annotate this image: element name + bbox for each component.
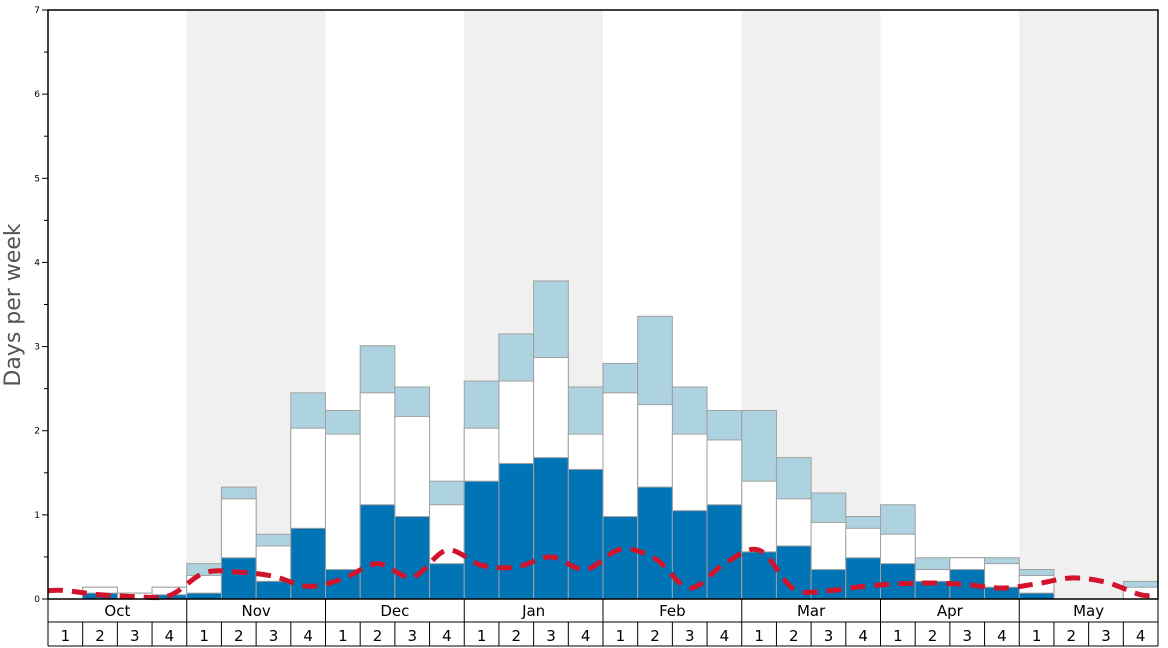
week-label: 2 [789, 627, 799, 645]
y-tick-label: 0 [34, 595, 40, 605]
week-label: 4 [997, 627, 1007, 645]
week-label: 2 [95, 627, 105, 645]
week-label: 3 [962, 627, 972, 645]
bars [82, 280, 1159, 600]
week-label: 1 [1032, 627, 1042, 645]
bar-dark [429, 563, 465, 600]
week-label: 3 [546, 627, 556, 645]
month-label-mar: Mar [797, 602, 826, 620]
week-label: 4 [442, 627, 452, 645]
month-label-apr: Apr [937, 602, 964, 620]
bar-dark [220, 557, 257, 600]
week-label: 3 [824, 627, 834, 645]
week-label: 3 [685, 627, 695, 645]
bar-dark [290, 527, 326, 600]
week-label: 4 [165, 627, 175, 645]
week-label: 1 [61, 627, 71, 645]
bar-dark [1018, 592, 1055, 600]
bar-dark [637, 486, 673, 600]
week-label: 1 [754, 627, 764, 645]
y-tick-label: 2 [34, 427, 40, 437]
bar-dark [706, 504, 743, 600]
week-label: 3 [130, 627, 140, 645]
trend-line [47, 546, 1159, 601]
week-label: 3 [269, 627, 279, 645]
y-tick-label: 7 [34, 6, 40, 16]
week-label: 2 [650, 627, 660, 645]
y-tick-label: 3 [34, 343, 40, 353]
y-tick-label: 5 [34, 174, 40, 184]
week-label: 4 [581, 627, 591, 645]
x-axis-labels: Oct 1 2 3 4 Nov 1 2 3 4 Dec 1 2 3 4 Jan 1 2 3 4 Feb 1 2 3 4 Mar 1 2… [47, 599, 1159, 647]
month-label-dec: Dec [380, 602, 409, 620]
bar-dark [255, 580, 292, 600]
bar-dark [845, 557, 881, 600]
month-label-oct: Oct [104, 602, 130, 620]
y-tick-label: 4 [34, 258, 40, 268]
week-label: 1 [199, 627, 209, 645]
month-shade-may [1019, 10, 1158, 599]
y-axis-title: Days per week [1, 223, 26, 386]
month-label-jan: Jan [521, 602, 545, 620]
trend-line-layer [47, 546, 1159, 601]
week-label: 2 [512, 627, 522, 645]
week-label: 2 [234, 627, 244, 645]
y-tick-label: 6 [34, 90, 40, 100]
week-label: 3 [407, 627, 417, 645]
bar-dark [567, 468, 604, 600]
week-label: 3 [1101, 627, 1111, 645]
bar-dark [394, 516, 431, 600]
month-label-nov: Nov [241, 602, 270, 620]
bar-dark [359, 504, 396, 600]
week-label: 4 [858, 627, 868, 645]
month-label-may: May [1073, 602, 1104, 620]
week-label: 2 [928, 627, 938, 645]
week-label: 1 [477, 627, 487, 645]
week-label: 4 [720, 627, 730, 645]
week-label: 2 [373, 627, 383, 645]
y-tick-label: 1 [34, 511, 40, 521]
bar-dark [186, 592, 222, 600]
bar-dark [463, 480, 500, 600]
bar-dark [533, 457, 569, 600]
week-label: 2 [1067, 627, 1077, 645]
bar-dark [602, 516, 639, 600]
month-label-feb: Feb [659, 602, 686, 620]
week-label: 1 [616, 627, 626, 645]
week-label: 4 [1136, 627, 1146, 645]
bar-dark [810, 569, 847, 600]
bar-dark [498, 463, 535, 600]
week-label: 1 [893, 627, 903, 645]
week-label: 4 [303, 627, 313, 645]
week-label: 1 [338, 627, 348, 645]
